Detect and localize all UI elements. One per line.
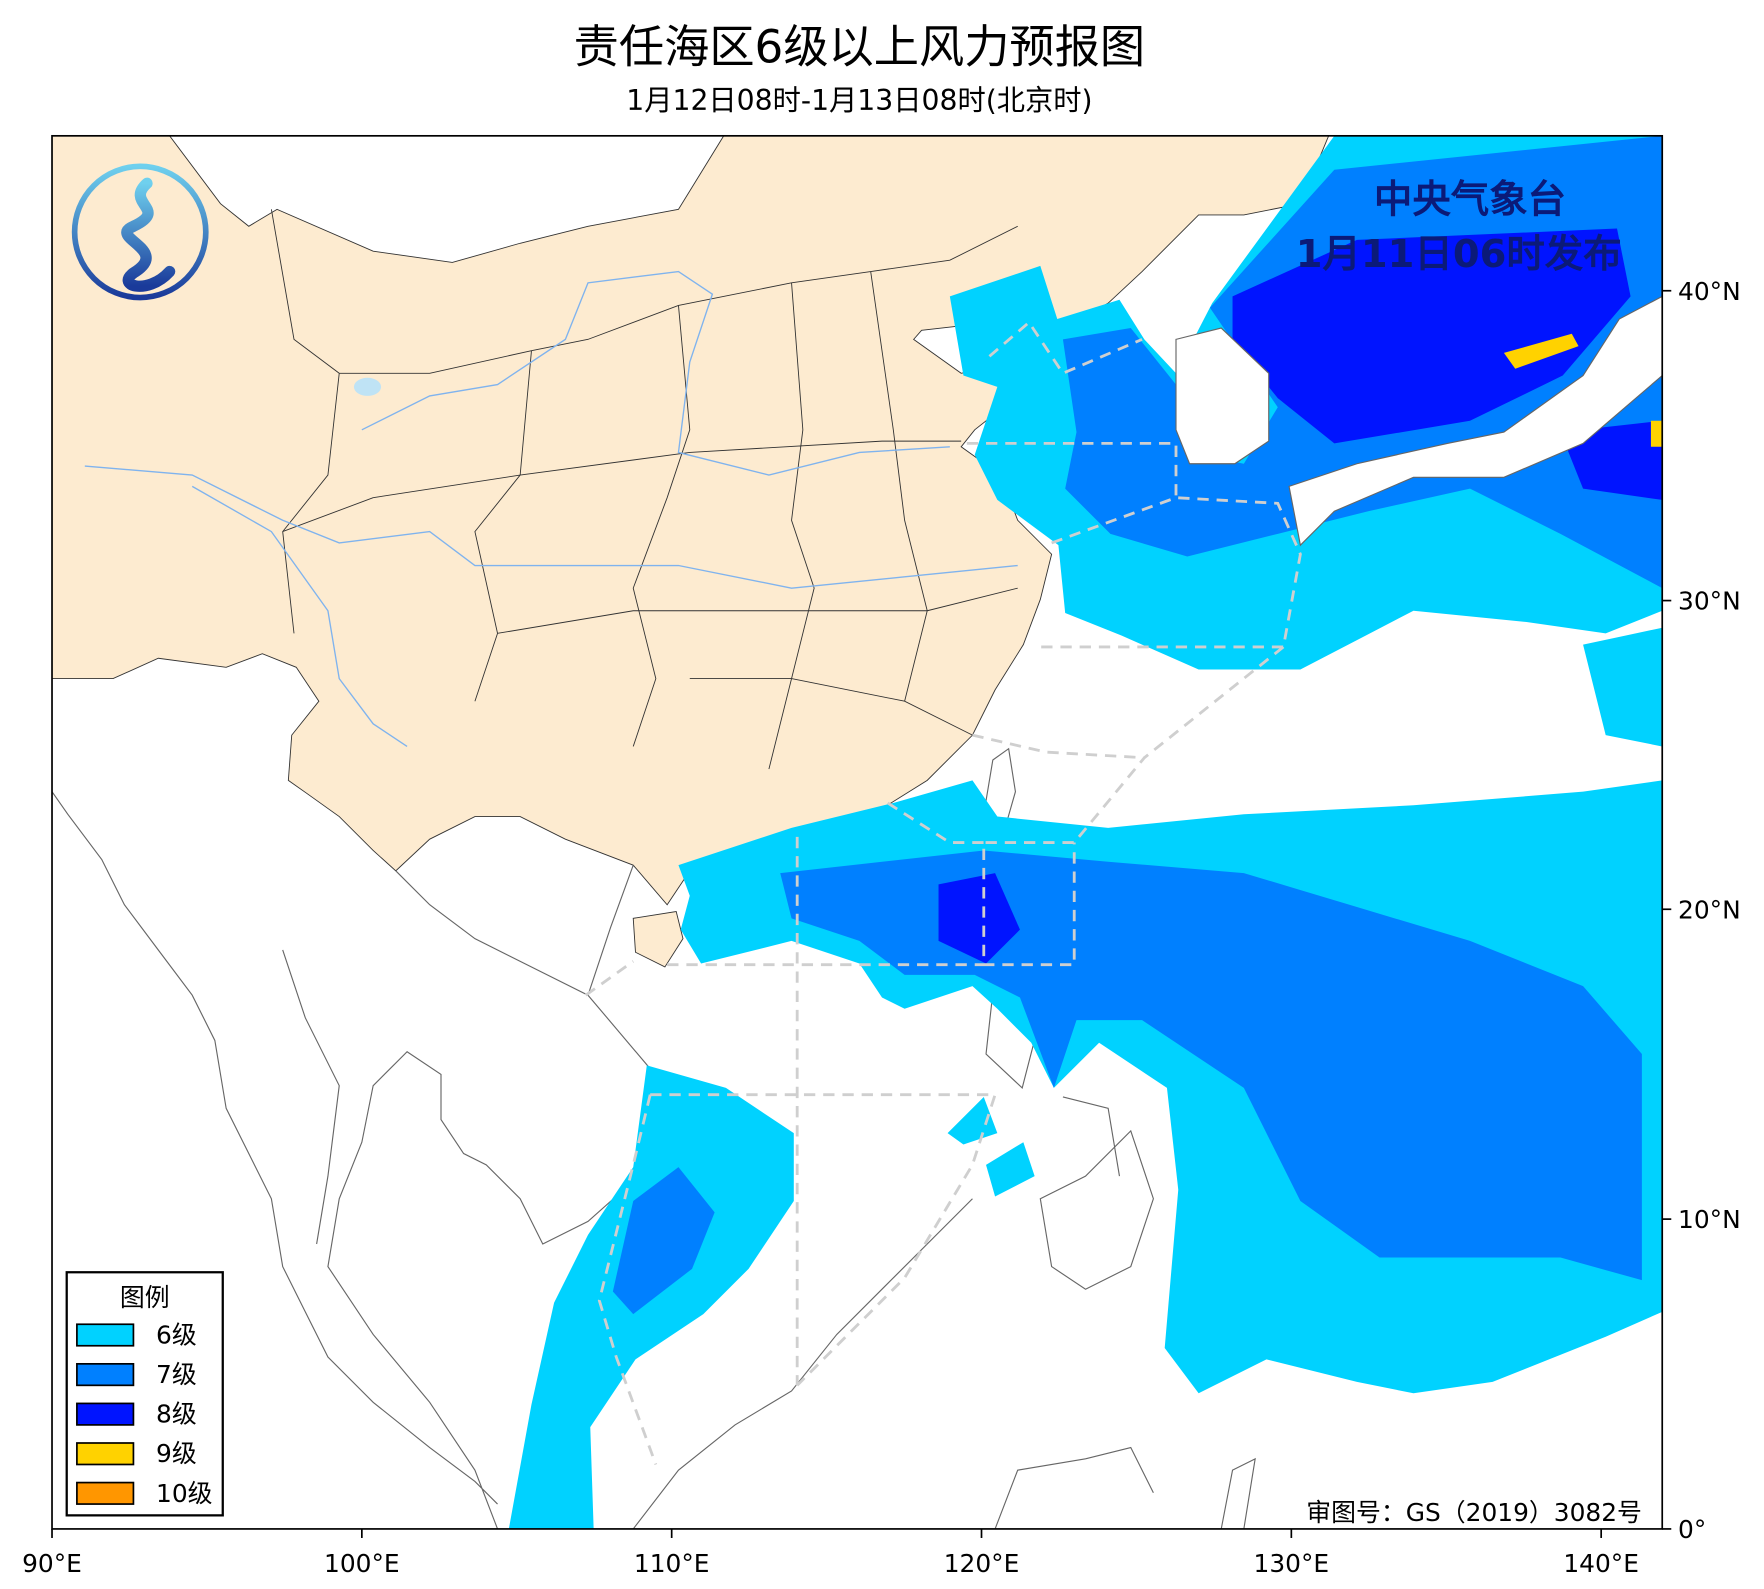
x-tick: 130°E xyxy=(1254,1549,1330,1578)
legend-item-7: 7级 xyxy=(76,1360,197,1389)
legend-title: 图例 xyxy=(120,1283,170,1312)
japan-land xyxy=(1288,295,1663,547)
approval-number: 审图号：GS（2019）3082号 xyxy=(1306,1498,1642,1527)
x-tick: 110°E xyxy=(634,1549,710,1578)
qinghai-lake xyxy=(353,377,382,396)
map-subtitle: 1月12日08时-1月13日08时(北京时) xyxy=(626,84,1092,117)
map-frame xyxy=(51,134,1664,1530)
x-tick: 90°E xyxy=(22,1549,82,1578)
legend-item-10: 10级 xyxy=(76,1479,213,1508)
map-title: 责任海区6级以上风力预报图 xyxy=(574,20,1145,73)
y-tick: 30°N xyxy=(1678,587,1741,616)
legend-item-8: 8级 xyxy=(76,1400,197,1429)
x-tick: 140°E xyxy=(1563,1549,1639,1578)
legend-item-9: 9级 xyxy=(76,1439,197,1468)
hainan-island xyxy=(632,911,684,968)
legend-label: 9级 xyxy=(156,1439,197,1468)
legend-label: 10级 xyxy=(156,1479,213,1508)
korea-land xyxy=(1175,327,1270,465)
sea-zone-boundaries xyxy=(584,320,1302,1465)
cma-logo-icon xyxy=(71,163,209,301)
china-land xyxy=(52,135,1330,906)
x-tick: 120°E xyxy=(944,1549,1020,1578)
y-tick: 10°N xyxy=(1678,1205,1741,1234)
y-tick: 20°N xyxy=(1678,895,1741,924)
legend-label: 8级 xyxy=(156,1400,197,1429)
legend-item-6: 6级 xyxy=(76,1320,197,1349)
x-tick: 100°E xyxy=(324,1549,400,1578)
y-tick: 0° xyxy=(1678,1515,1706,1544)
issue-time: 1月11日06时发布 xyxy=(1296,232,1622,277)
issuer-name: 中央气象台 xyxy=(1374,178,1566,223)
wind-level-9-areas xyxy=(1503,333,1663,447)
legend-label: 7级 xyxy=(156,1360,197,1389)
legend-label: 6级 xyxy=(156,1320,197,1349)
legend: 图例 6级 7级 8级 9级 10级 xyxy=(65,1271,224,1517)
y-tick: 40°N xyxy=(1678,277,1741,306)
